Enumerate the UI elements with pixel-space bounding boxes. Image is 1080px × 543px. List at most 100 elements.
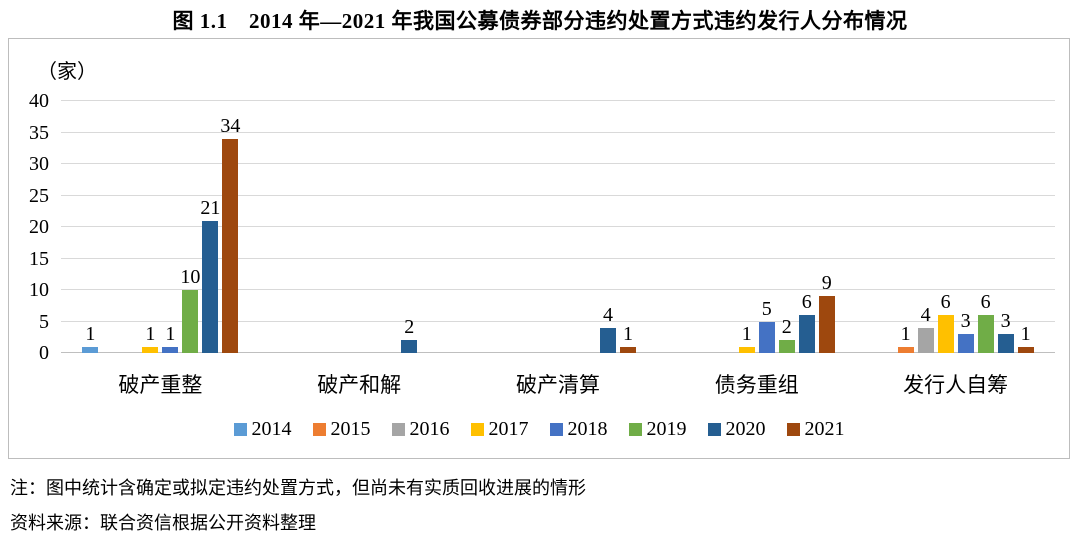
- bar-slot: [359, 101, 379, 353]
- y-tick-label: 10: [29, 279, 49, 301]
- bar-value-label: 34: [220, 114, 241, 137]
- bar-2020: 21: [200, 197, 220, 353]
- chart-source: 资料来源：联合资信根据公开资料整理: [10, 513, 316, 533]
- bar-2020: 2: [401, 316, 418, 353]
- bar-slot: 1: [1016, 101, 1036, 353]
- legend-label: 2018: [567, 418, 608, 440]
- bar-value-label: 1: [165, 322, 176, 345]
- bar-slot: 6: [936, 101, 956, 353]
- legend-swatch-icon: [312, 422, 326, 436]
- y-tick-label: 30: [29, 153, 49, 175]
- gridline: [61, 352, 1055, 353]
- bar-value-label: 1: [622, 322, 633, 345]
- bar-value-label: 4: [920, 303, 931, 326]
- bar-value-label: 2: [404, 316, 415, 339]
- y-tick-label: 25: [29, 184, 49, 207]
- bar-2018: 1: [162, 323, 179, 353]
- bar-slot: 10: [180, 101, 200, 353]
- gridline: [61, 131, 1055, 133]
- bar-slot: [419, 101, 439, 353]
- bar-slot: [677, 101, 697, 353]
- bar-value-label: 4: [602, 303, 613, 326]
- bar-slot: 34: [220, 101, 240, 353]
- legend-label: 2019: [646, 418, 687, 440]
- bar-slot: [518, 101, 538, 353]
- bar-slot: [379, 101, 399, 353]
- bar-2017: 1: [142, 323, 159, 353]
- bar-slot: [339, 101, 359, 353]
- bar-slot: 1: [896, 101, 916, 353]
- bar-2018: 5: [758, 298, 775, 353]
- bar-slot: [558, 101, 578, 353]
- bar-slot: [717, 101, 737, 353]
- legend-item-2014: 2014: [233, 416, 292, 442]
- bar-slot: [120, 101, 140, 353]
- bar-slot: 1: [737, 101, 757, 353]
- legend-label: 2014: [251, 418, 292, 440]
- y-tick-label: 0: [39, 342, 49, 364]
- chart-note: 注：图中统计含确定或拟定违约处置方式，但尚未有实质回收进展的情形: [10, 478, 586, 498]
- bar-slot: [498, 101, 518, 353]
- bar-cluster: 1 1 1 10 21 34: [80, 101, 240, 353]
- plot-area: 1 1 1 10 21 34 2 4 1 1 5 2 6 9 1 4 6 3 6 3 1: [61, 100, 1055, 353]
- gridline: [61, 163, 1055, 164]
- legend-item-2018: 2018: [549, 416, 608, 442]
- legend-label: 2021: [804, 418, 845, 440]
- bar-slot: [578, 101, 598, 353]
- y-tick-label: 15: [29, 247, 49, 270]
- bar-2020: 3: [997, 310, 1014, 353]
- y-axis: 0 5 10 15 20 25 30 35 40: [9, 90, 55, 364]
- legend-swatch-icon: [628, 422, 642, 436]
- bar-slot: 1: [618, 101, 638, 353]
- legend-label: 2020: [725, 418, 766, 440]
- bar-slot: 4: [598, 101, 618, 353]
- category-group: 1 1 1 10 21 34: [61, 101, 260, 353]
- bar-value-label: 5: [761, 297, 772, 320]
- gridline: [61, 100, 1055, 101]
- bar-slot: [299, 101, 319, 353]
- y-tick-label: 35: [29, 121, 49, 144]
- x-category-label: 债务重组: [714, 373, 799, 397]
- bar-slot: [538, 101, 558, 353]
- y-axis-unit-label: （家）: [37, 61, 97, 83]
- legend-item-2019: 2019: [628, 416, 687, 442]
- legend-swatch-icon: [707, 422, 721, 436]
- bar-slot: [319, 101, 339, 353]
- bar-value-label: 6: [980, 291, 991, 314]
- bar-2014: 1: [82, 323, 99, 353]
- bar-slot: 6: [797, 101, 817, 353]
- bar-slot: [279, 101, 299, 353]
- legend-label: 2017: [488, 418, 529, 440]
- bar-2020: 6: [798, 291, 815, 353]
- bar-2021: 1: [619, 323, 636, 353]
- bar-value-label: 1: [741, 322, 752, 345]
- category-group: 2: [260, 101, 459, 353]
- y-tick-label: 40: [29, 90, 49, 112]
- legend-item-2021: 2021: [786, 416, 845, 442]
- bar-2016: 4: [917, 304, 934, 353]
- bar-slot: 9: [817, 101, 837, 353]
- bar-2021: 9: [818, 272, 835, 353]
- bar-2015: 1: [897, 323, 914, 353]
- x-category-label: 发行人自筹: [903, 373, 1009, 397]
- bar-slot: 3: [996, 101, 1016, 353]
- bar-slot: 3: [956, 101, 976, 353]
- legend-swatch-icon: [549, 422, 563, 436]
- bar-slot: [697, 101, 717, 353]
- bar-value-label: 3: [960, 310, 971, 333]
- bar-value-label: 2: [781, 316, 792, 339]
- legend-swatch-icon: [233, 422, 247, 436]
- y-tick-label: 5: [39, 310, 49, 333]
- legend-label: 2016: [409, 418, 450, 440]
- gridline: [61, 226, 1055, 227]
- bar-value-label: 1: [1020, 322, 1031, 345]
- legend-item-2020: 2020: [707, 416, 766, 442]
- legend-item-2015: 2015: [312, 416, 371, 442]
- bar-value-label: 1: [85, 322, 96, 345]
- legend-swatch-icon: [786, 422, 800, 436]
